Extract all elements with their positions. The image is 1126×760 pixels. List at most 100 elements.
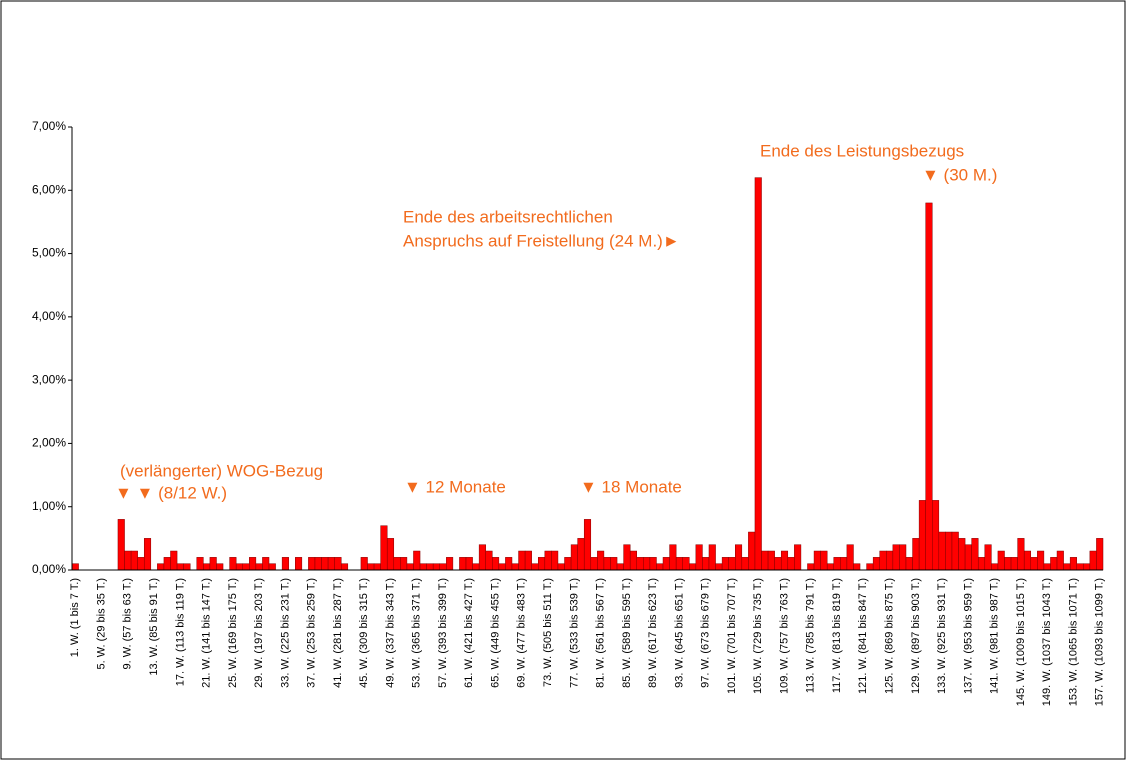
x-tick-label: 37. W. (253 bis 259 T.) bbox=[306, 578, 318, 688]
bar bbox=[938, 531, 946, 571]
bar bbox=[1004, 557, 1012, 571]
bar bbox=[1050, 557, 1058, 571]
bar bbox=[446, 557, 454, 571]
x-tick-label: 105. W. (729 bis 735 T.) bbox=[752, 578, 764, 694]
bar bbox=[846, 544, 854, 571]
annotation: Anspruchs auf Freistellung (24 M.)► bbox=[403, 231, 680, 250]
bar bbox=[826, 563, 835, 571]
bar bbox=[643, 557, 651, 571]
bar bbox=[675, 557, 683, 571]
bar bbox=[386, 538, 395, 571]
bar bbox=[866, 563, 874, 571]
x-tick-label: 53. W. (365 bis 371 T.) bbox=[411, 578, 423, 688]
annotation: ▼ 18 Monate bbox=[580, 477, 682, 496]
bar bbox=[262, 557, 270, 571]
bar bbox=[991, 563, 999, 571]
bar bbox=[669, 544, 677, 571]
bar bbox=[977, 557, 986, 571]
x-tick-label: 109. W. (757 bis 763 T.) bbox=[778, 578, 790, 694]
bar bbox=[840, 557, 848, 571]
x-tick-label: 69. W. (477 bis 483 T.) bbox=[516, 578, 528, 688]
bar bbox=[373, 563, 381, 571]
bar bbox=[984, 544, 992, 571]
bar bbox=[741, 557, 749, 571]
bar bbox=[367, 563, 375, 571]
bar bbox=[1083, 563, 1091, 571]
bar bbox=[564, 557, 572, 571]
bar bbox=[183, 563, 191, 571]
bar bbox=[419, 563, 427, 571]
bar bbox=[629, 550, 638, 571]
bar bbox=[794, 544, 802, 571]
annotation: (verlängerter) WOG-Bezug bbox=[120, 461, 323, 480]
bar bbox=[715, 563, 723, 571]
bar bbox=[334, 557, 342, 571]
bar bbox=[321, 557, 329, 571]
bar bbox=[268, 563, 276, 571]
y-tick-label: 6,00% bbox=[32, 182, 66, 196]
x-tick-label: 113. W. (785 bis 791 T.) bbox=[805, 578, 817, 693]
x-tick-label: 65. W. (449 bis 455 T.) bbox=[489, 578, 501, 688]
bar bbox=[71, 563, 79, 571]
bar bbox=[767, 550, 775, 571]
bar bbox=[1043, 563, 1051, 571]
bar bbox=[958, 538, 966, 571]
x-tick-label: 17. W. (113 bis 119 T.) bbox=[174, 578, 186, 686]
bar bbox=[472, 563, 480, 571]
bar bbox=[124, 550, 132, 571]
bar bbox=[905, 557, 913, 571]
x-tick-label: 5. W. (29 bis 35 T.) bbox=[95, 578, 107, 670]
bar bbox=[787, 557, 795, 571]
bar bbox=[886, 550, 894, 571]
bar bbox=[380, 525, 388, 571]
bar bbox=[754, 177, 762, 571]
bar bbox=[912, 538, 920, 571]
bar bbox=[551, 550, 559, 571]
bar bbox=[157, 563, 165, 571]
bar bbox=[1063, 563, 1071, 571]
x-tick-label: 33. W. (225 bis 231 T.) bbox=[279, 578, 291, 688]
bar bbox=[735, 544, 743, 571]
x-tick-label: 9. W. (57 bis 63 T.) bbox=[122, 578, 134, 670]
bar bbox=[761, 550, 769, 571]
bar bbox=[143, 538, 152, 571]
bar bbox=[117, 519, 125, 571]
bar bbox=[130, 550, 138, 571]
x-tick-label: 141. W. (981 bis 987 T.) bbox=[989, 578, 1001, 694]
bar bbox=[1069, 557, 1077, 571]
bar bbox=[432, 563, 440, 571]
x-tick-label: 1. W. (1 bis 7 T.) bbox=[69, 578, 81, 657]
x-tick-label: 93. W. (645 bis 651 T.) bbox=[673, 578, 685, 688]
bar bbox=[229, 557, 237, 571]
x-tick-label: 89. W. (617 bis 623 T.) bbox=[647, 578, 659, 688]
bar bbox=[340, 563, 349, 571]
x-tick-label: 133. W. (925 bis 931 T.) bbox=[936, 578, 948, 694]
bar bbox=[964, 544, 972, 571]
bar bbox=[406, 563, 414, 571]
bar bbox=[1010, 557, 1018, 571]
x-tick-label: 85. W. (589 bis 595 T.) bbox=[621, 578, 633, 688]
x-tick-label: 77. W. (533 bis 539 T.) bbox=[568, 578, 580, 688]
y-tick-label: 4,00% bbox=[32, 309, 66, 323]
bar bbox=[537, 557, 546, 571]
bar bbox=[308, 557, 316, 571]
bar bbox=[689, 563, 697, 571]
x-tick-label: 97. W. (673 bis 679 T.) bbox=[700, 578, 712, 688]
bar bbox=[774, 557, 782, 571]
bar bbox=[918, 500, 926, 571]
bar bbox=[971, 538, 979, 571]
bar bbox=[314, 557, 322, 571]
bar bbox=[899, 544, 907, 571]
bar bbox=[203, 563, 211, 571]
bar bbox=[439, 563, 447, 571]
bar bbox=[570, 544, 578, 571]
x-tick-label: 145. W. (1009 bis 1015 T.) bbox=[1015, 578, 1027, 706]
bar bbox=[544, 550, 552, 571]
bar bbox=[176, 563, 184, 571]
bar bbox=[400, 557, 408, 571]
bar bbox=[413, 550, 421, 571]
bar bbox=[583, 519, 592, 571]
y-tick-label: 2,00% bbox=[32, 436, 66, 450]
